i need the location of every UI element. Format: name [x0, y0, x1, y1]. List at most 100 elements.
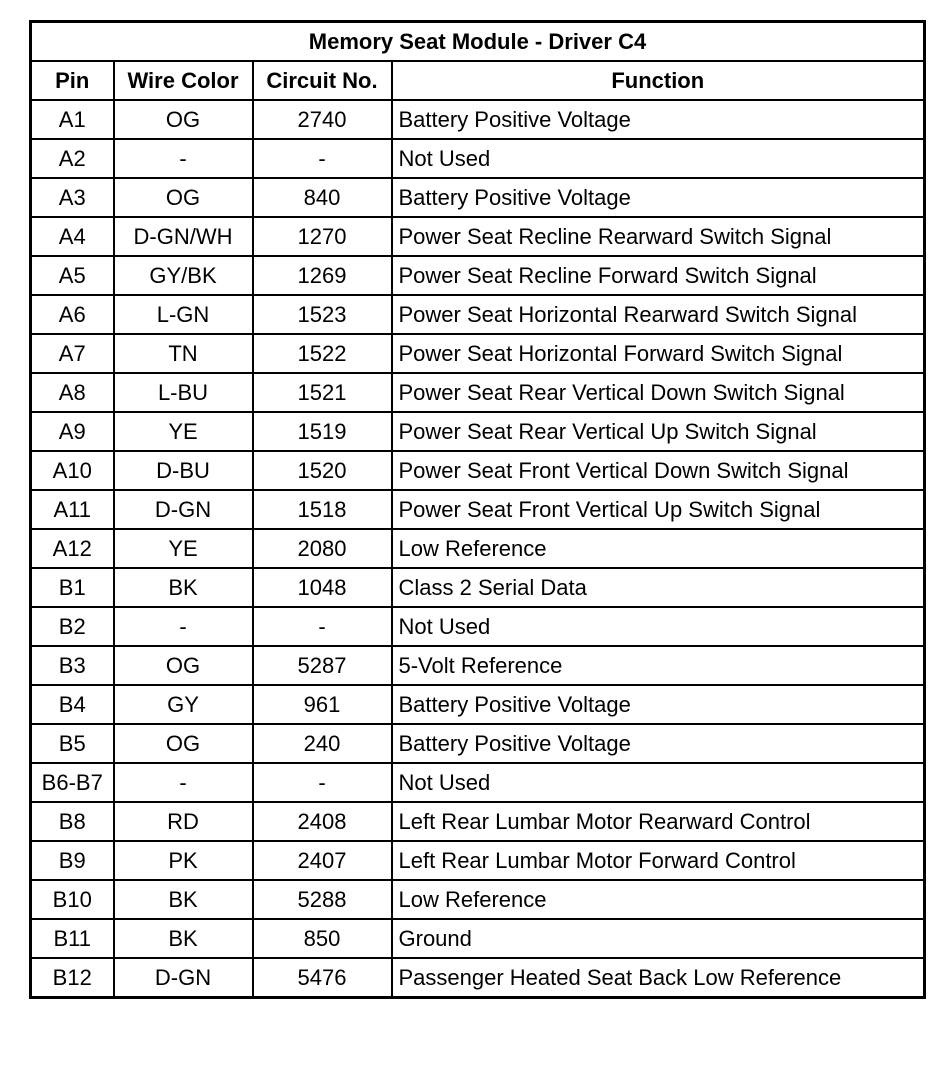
table-cell: B5	[29, 723, 115, 764]
table-cell: Power Seat Horizontal Forward Switch Sig…	[390, 333, 926, 374]
table-cell: A11	[29, 489, 115, 530]
table-cell: L-GN	[112, 294, 254, 335]
table-cell: B9	[29, 840, 115, 881]
table-cell: 240	[251, 723, 393, 764]
table-cell: 850	[251, 918, 393, 959]
table-cell: Not Used	[390, 606, 926, 647]
table-cell: Not Used	[390, 138, 926, 179]
table-cell: A1	[29, 99, 115, 140]
table-cell: 1522	[251, 333, 393, 374]
table-cell: BK	[112, 918, 254, 959]
table-row: A6 L-GN 1523 Power Seat Horizontal Rearward…	[29, 294, 926, 335]
table-cell: TN	[112, 333, 254, 374]
table-cell: 840	[251, 177, 393, 218]
table-row: A4 D-GN/WH 1270 Power Seat Recline Rearward…	[29, 216, 926, 257]
table-cell: Left Rear Lumbar Motor Rearward Control	[390, 801, 926, 842]
table-cell: OG	[112, 177, 254, 218]
table-cell: A12	[29, 528, 115, 569]
table-row: B2- - Not Used	[29, 606, 926, 647]
table-cell: OG	[112, 723, 254, 764]
table-cell: Battery Positive Voltage	[390, 723, 926, 764]
table-cell: B1	[29, 567, 115, 608]
table-cell: 1520	[251, 450, 393, 491]
table-cell: B6-B7	[29, 762, 115, 803]
table-title: Memory Seat Module - Driver C4	[29, 20, 926, 62]
table-cell: YE	[112, 411, 254, 452]
table-cell: -	[251, 138, 393, 179]
table-cell: A5	[29, 255, 115, 296]
table-cell: A9	[29, 411, 115, 452]
table-cell: A6	[29, 294, 115, 335]
table-cell: OG	[112, 645, 254, 686]
table-cell: RD	[112, 801, 254, 842]
table-cell: B2	[29, 606, 115, 647]
table-cell: 1270	[251, 216, 393, 257]
table-cell: D-GN	[112, 957, 254, 999]
table-cell: 1523	[251, 294, 393, 335]
table-row: A10 D-BU 1520 Power Seat Front Vertical Dow…	[29, 450, 926, 491]
table-cell: GY	[112, 684, 254, 725]
table-cell: A10	[29, 450, 115, 491]
table-row: B12 D-GN 5476 Passenger Heated Seat Back Lo…	[29, 957, 926, 999]
table-cell: 1519	[251, 411, 393, 452]
table-cell: 5476	[251, 957, 393, 999]
table-cell: -	[112, 762, 254, 803]
table-cell: Power Seat Recline Rearward Switch Signa…	[390, 216, 926, 257]
table-cell: 1048	[251, 567, 393, 608]
table-cell: 2740	[251, 99, 393, 140]
table-cell: -	[112, 138, 254, 179]
table-cell: 5288	[251, 879, 393, 920]
table-cell: A3	[29, 177, 115, 218]
table-cell: 5287	[251, 645, 393, 686]
table-row: A11 D-GN 1518 Power Seat Front Vertical Up …	[29, 489, 926, 530]
table-row: B4 GY 961 Battery Positive Voltage	[29, 684, 926, 725]
table-row: B1 BK 1048 Class 2 Serial Data	[29, 567, 926, 608]
table-row: A8 L-BU 1521 Power Seat Rear Vertical Down …	[29, 372, 926, 413]
table-cell: PK	[112, 840, 254, 881]
table-cell: Not Used	[390, 762, 926, 803]
table-cell: D-GN	[112, 489, 254, 530]
table-row: A12 YE 2080 Low Reference	[29, 528, 926, 569]
table-cell: A4	[29, 216, 115, 257]
table-cell: 5-Volt Reference	[390, 645, 926, 686]
table-cell: B4	[29, 684, 115, 725]
table-row: B11 BK 850 Ground	[29, 918, 926, 959]
table-cell: Battery Positive Voltage	[390, 99, 926, 140]
table-cell: Power Seat Rear Vertical Up Switch Signa…	[390, 411, 926, 452]
table-cell: Power Seat Recline Forward Switch Signal	[390, 255, 926, 296]
table-cell: Class 2 Serial Data	[390, 567, 926, 608]
table-row: A9 YE 1519 Power Seat Rear Vertical Up Swit…	[29, 411, 926, 452]
table-cell: Ground	[390, 918, 926, 959]
table-cell: Power Seat Horizontal Rearward Switch Si…	[390, 294, 926, 335]
table-cell: B12	[29, 957, 115, 999]
table-cell: 2080	[251, 528, 393, 569]
table-cell: GY/BK	[112, 255, 254, 296]
table-row: B10 BK 5288 Low Reference	[29, 879, 926, 920]
table-row: B9 PK 2407 Left Rear Lumbar Motor Forward C…	[29, 840, 926, 881]
table-cell: L-BU	[112, 372, 254, 413]
table-row: B6-B7- - Not Used	[29, 762, 926, 803]
table-cell: Low Reference	[390, 879, 926, 920]
table-cell: A2	[29, 138, 115, 179]
column-header: Pin	[29, 60, 115, 101]
table-cell: Battery Positive Voltage	[390, 684, 926, 725]
table-cell: YE	[112, 528, 254, 569]
column-header: Wire Color	[112, 60, 254, 101]
table-cell: OG	[112, 99, 254, 140]
table-cell: Power Seat Front Vertical Down Switch Si…	[390, 450, 926, 491]
table-row: A7 TN 1522 Power Seat Horizontal Forward Sw…	[29, 333, 926, 374]
table-cell: D-GN/WH	[112, 216, 254, 257]
table-cell: Power Seat Front Vertical Up Switch Sign…	[390, 489, 926, 530]
table-row: A1 OG 2740 Battery Positive Voltage	[29, 99, 926, 140]
table-cell: -	[251, 762, 393, 803]
table-row: A3 OG 840 Battery Positive Voltage	[29, 177, 926, 218]
table-cell: B10	[29, 879, 115, 920]
table-row: B8 RD 2408 Left Rear Lumbar Motor Rearward …	[29, 801, 926, 842]
table-cell: -	[251, 606, 393, 647]
table-cell: 2408	[251, 801, 393, 842]
table-row: B3 OG 5287 5-Volt Reference	[29, 645, 926, 686]
table-row: A5 GY/BK 1269 Power Seat Recline Forward Sw…	[29, 255, 926, 296]
pin-table: Memory Seat Module - Driver C4 Pin Wire C…	[29, 20, 926, 999]
header-row: Pin Wire Color Circuit No. Function	[29, 60, 926, 101]
